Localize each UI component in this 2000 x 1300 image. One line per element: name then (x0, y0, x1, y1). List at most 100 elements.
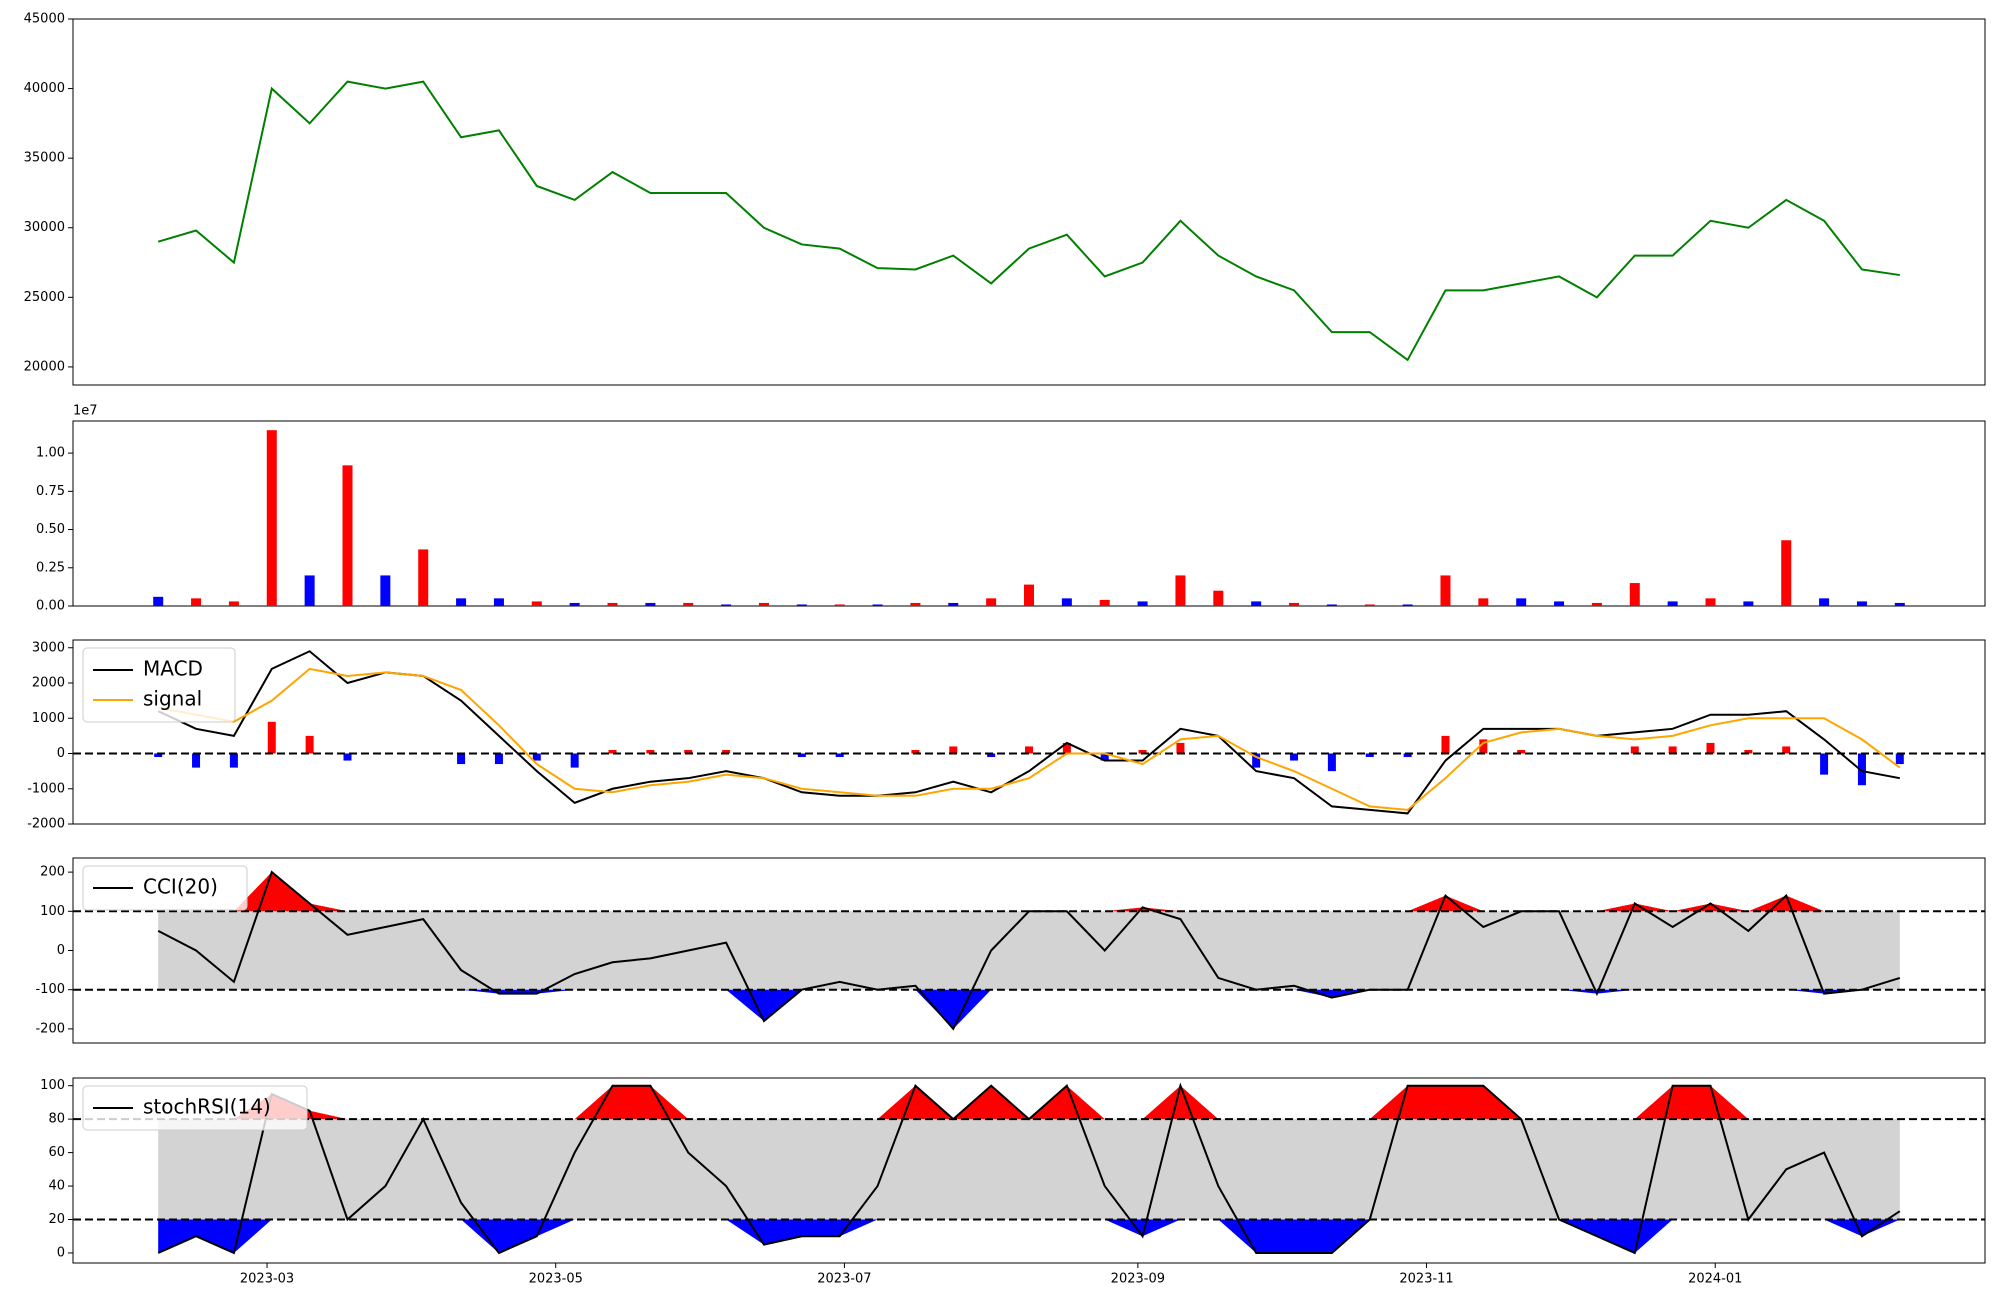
bar (1403, 753, 1412, 758)
bar (1441, 735, 1450, 754)
bar (154, 753, 163, 758)
y-tick-label: 0.50 (36, 522, 65, 537)
neutral-band (158, 1119, 1900, 1220)
bar (1176, 742, 1185, 754)
bar (872, 604, 883, 606)
y-tick-label: 100 (40, 904, 65, 919)
overbought-fill (158, 872, 1900, 912)
legend-label: MACD (143, 657, 203, 681)
bar (1213, 590, 1224, 606)
bar (1857, 753, 1866, 786)
bar (570, 753, 579, 768)
bar (229, 753, 238, 768)
y-tick-label: 2000 (32, 676, 65, 691)
bar (986, 598, 997, 606)
y-tick-label: 40 (48, 1179, 65, 1194)
bar (1025, 746, 1033, 754)
bar (1099, 599, 1110, 606)
axes-frame (72, 639, 1986, 825)
bar (418, 549, 429, 606)
y-tick-label: -2000 (27, 817, 65, 832)
y-tick-label: 30000 (24, 220, 65, 235)
bar (153, 596, 164, 606)
bar (835, 753, 844, 758)
oversold-fill (158, 989, 1900, 1029)
bar (1782, 746, 1791, 754)
bar (948, 602, 959, 606)
bar (1743, 601, 1754, 606)
bar (1364, 604, 1375, 606)
line (157, 80, 1900, 362)
bar (1781, 540, 1792, 606)
overbought-fill (158, 1085, 1900, 1120)
bar (1668, 746, 1677, 754)
legend-box (82, 1085, 308, 1131)
bar (1326, 604, 1337, 606)
bar (684, 749, 693, 754)
bar (1327, 753, 1336, 772)
bar (266, 430, 277, 606)
y-tick-label: -1000 (27, 781, 65, 796)
bar (1820, 753, 1829, 775)
bar (1290, 753, 1299, 761)
bar (1402, 604, 1413, 606)
bar (531, 601, 542, 606)
y-tick-label: 3000 (32, 640, 65, 655)
bar (191, 598, 202, 606)
bar (456, 598, 467, 606)
bar (1440, 575, 1451, 606)
bar (228, 601, 239, 606)
bar (796, 604, 807, 606)
bar (1062, 742, 1071, 754)
bar (1516, 598, 1527, 606)
bar (1478, 598, 1489, 606)
bar (192, 753, 201, 768)
legend-label: stochRSI(14) (143, 1095, 271, 1119)
bar (1744, 749, 1753, 754)
y-tick-label: 1.00 (36, 446, 65, 461)
bar (1554, 601, 1565, 606)
bar (267, 721, 276, 754)
bar (646, 749, 655, 754)
legend-label: CCI(20) (143, 875, 218, 899)
y-tick-label: 200 (40, 865, 65, 880)
bar (532, 753, 541, 761)
bar (1591, 602, 1602, 606)
bar (645, 602, 656, 606)
bar (910, 602, 921, 606)
bar (1667, 601, 1678, 606)
y-tick-label: 25000 (24, 290, 65, 305)
y-tick-label: 0.75 (36, 484, 65, 499)
bar (834, 604, 845, 606)
bar (342, 465, 353, 606)
bar (304, 575, 315, 606)
axes-frame (72, 1077, 1986, 1264)
bar (343, 753, 352, 761)
bar (987, 753, 996, 758)
bar (1479, 739, 1488, 754)
bar (1061, 598, 1072, 606)
bar (1289, 602, 1300, 606)
y-tick-label: 20 (48, 1212, 65, 1227)
bar (569, 602, 580, 606)
y-tick-label: 0 (57, 746, 65, 761)
neutral-band (158, 911, 1900, 990)
bar (1137, 601, 1148, 606)
x-tick-label: 2023-07 (817, 1272, 871, 1287)
legend-box (82, 865, 248, 911)
bar (683, 602, 694, 606)
bar (305, 735, 314, 754)
y-tick-label: 20000 (24, 359, 65, 374)
bar (608, 749, 617, 754)
bar (457, 753, 466, 765)
x-tick-label: 2023-05 (529, 1272, 583, 1287)
y-tick-label: 35000 (24, 151, 65, 166)
bar (722, 749, 731, 754)
line (157, 870, 1901, 1031)
bar (1895, 753, 1904, 765)
bar (1706, 742, 1715, 754)
y-tick-label: 45000 (24, 12, 65, 27)
bar (1251, 601, 1262, 606)
bar (494, 753, 503, 765)
